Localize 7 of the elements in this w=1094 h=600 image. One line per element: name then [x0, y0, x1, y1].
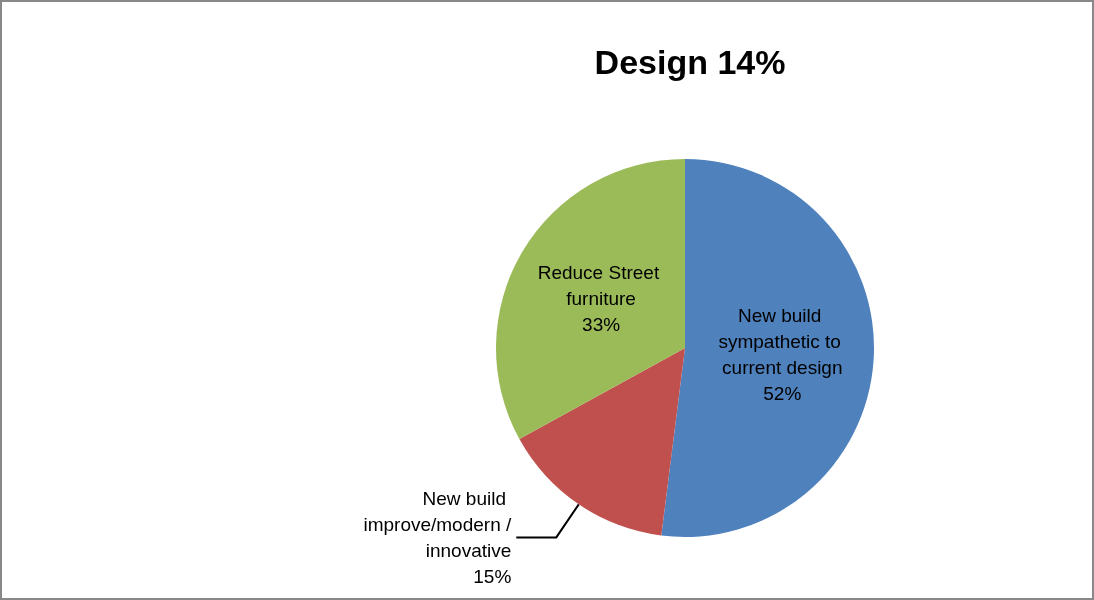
data-label: 52% — [763, 382, 802, 404]
slice-label: Reduce Street furniture — [537, 261, 665, 309]
slice-label: New build sympathetic to current design — [718, 304, 847, 378]
chart-title: Design 14% — [594, 43, 786, 81]
data-label: 33% — [582, 313, 621, 335]
slice-label: New build improve/modern /innovative — [363, 487, 512, 561]
data-label: 15% — [473, 565, 512, 587]
